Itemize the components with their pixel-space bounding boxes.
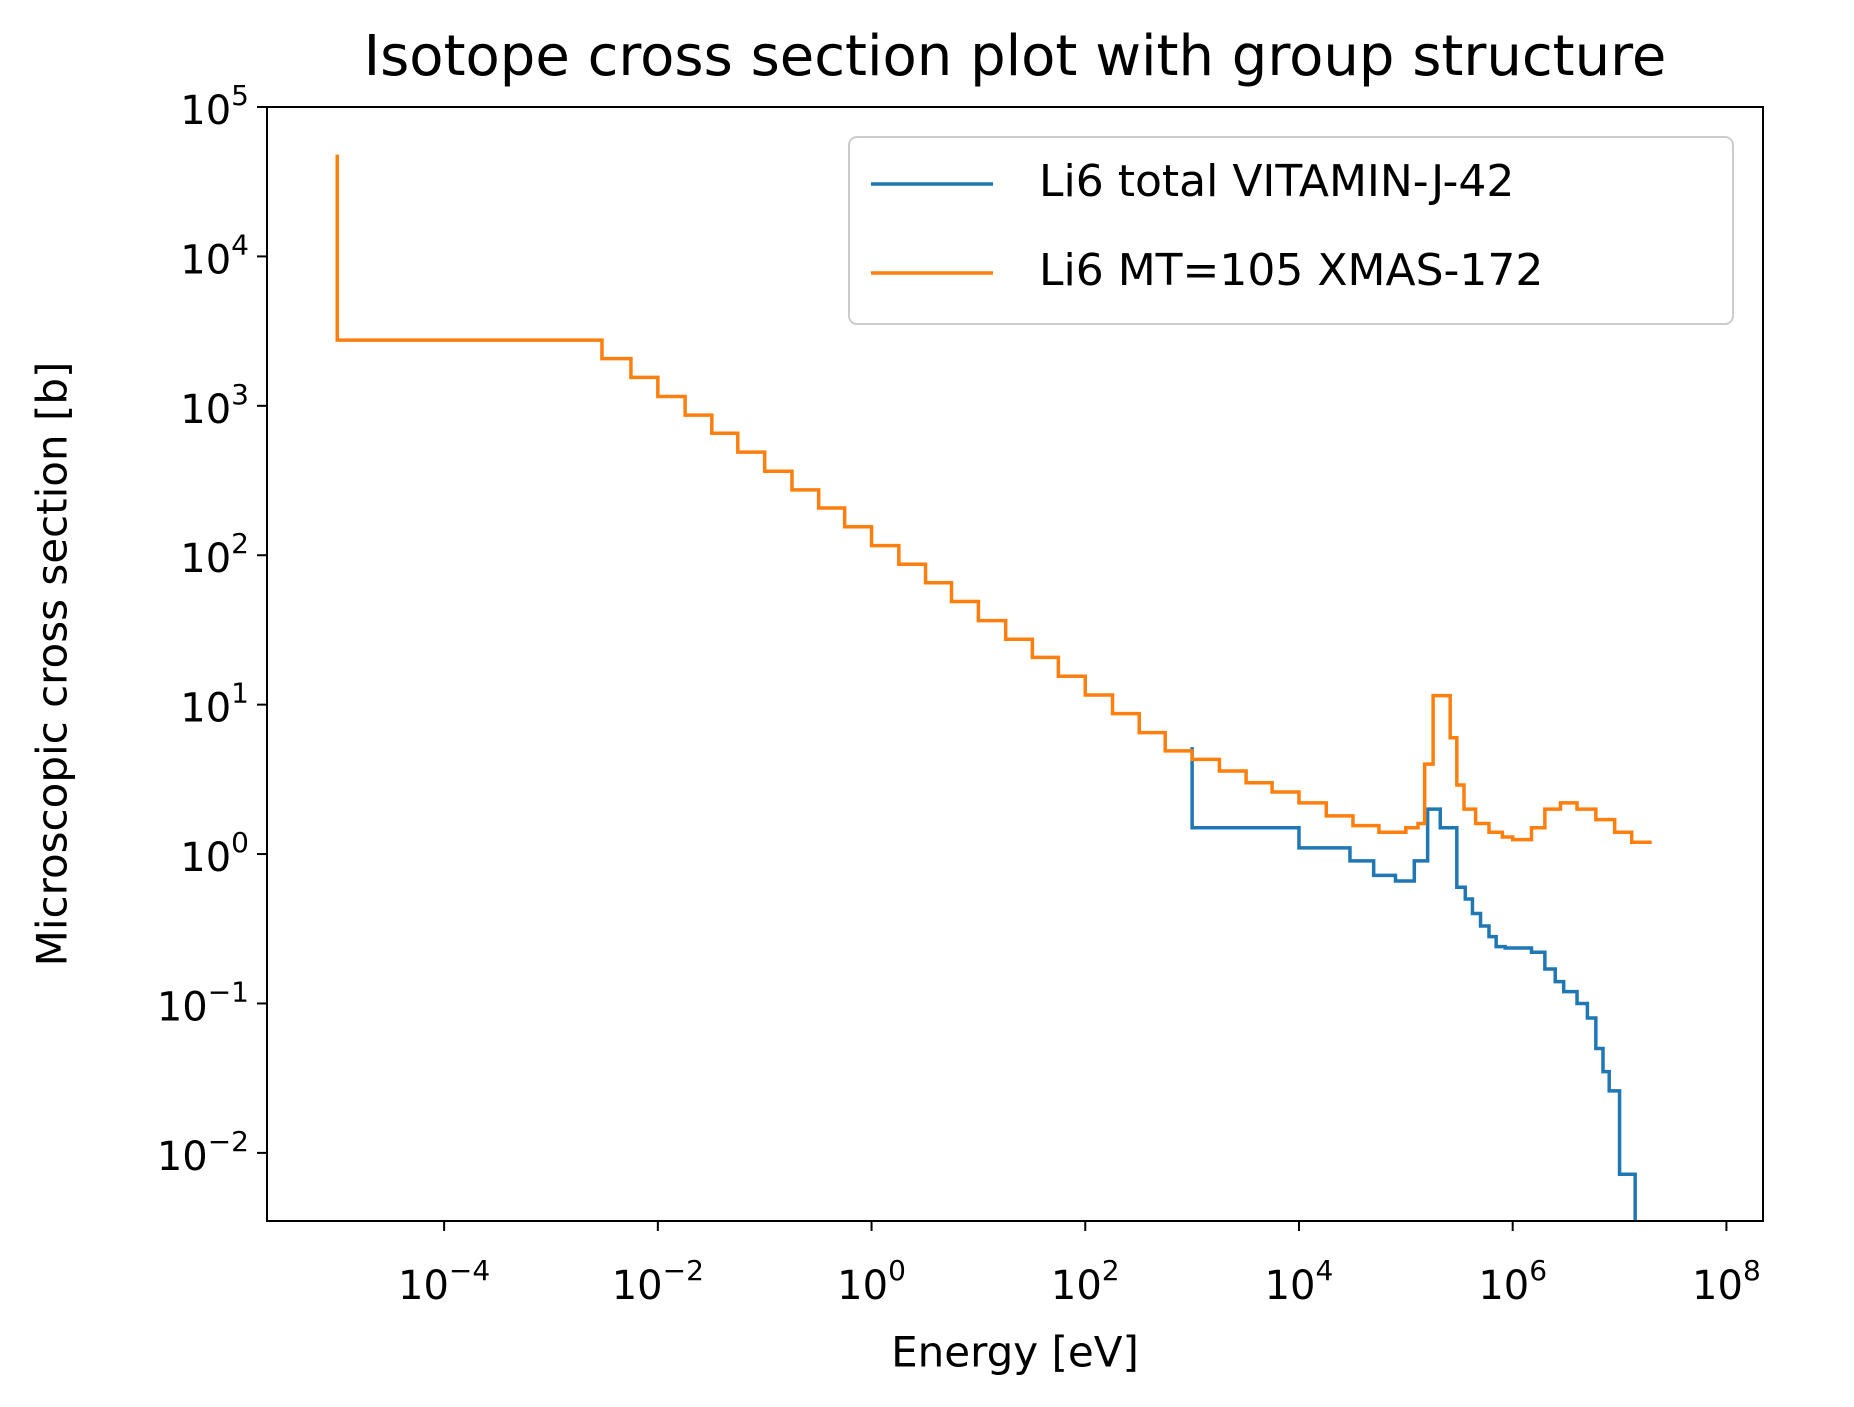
y-tick-label: 100 <box>180 826 249 881</box>
plot-frame <box>266 106 1764 1222</box>
x-tick-label: 10−4 <box>398 1254 490 1309</box>
x-tick-label: 10−2 <box>612 1254 704 1309</box>
x-tick-label: 106 <box>1478 1254 1547 1309</box>
x-tick-label: 100 <box>837 1254 906 1309</box>
x-tick-label: 108 <box>1692 1254 1761 1309</box>
plot-area <box>335 154 1652 1221</box>
series-line <box>1190 747 1637 1221</box>
legend-box <box>848 136 1734 325</box>
legend-label: Li6 total VITAMIN-J-42 <box>1039 156 1514 207</box>
y-tick-label: 102 <box>180 527 249 582</box>
y-tick-label: 104 <box>180 228 249 283</box>
x-tick-label: 104 <box>1265 1254 1334 1309</box>
x-tick-label: 102 <box>1051 1254 1120 1309</box>
legend-label: Li6 MT=105 XMAS-172 <box>1039 245 1543 296</box>
chart-title: Isotope cross section plot with group st… <box>364 24 1667 89</box>
series-line <box>335 154 1652 844</box>
y-tick-label: 10−1 <box>157 975 249 1030</box>
y-tick-label: 103 <box>180 378 249 433</box>
y-tick-label: 10−2 <box>157 1125 249 1180</box>
x-axis-label: Energy [eV] <box>891 1328 1139 1377</box>
y-tick-label: 101 <box>180 677 249 732</box>
y-axis-label: Microscopic cross section [b] <box>28 362 77 967</box>
y-tick-label: 105 <box>180 79 249 134</box>
